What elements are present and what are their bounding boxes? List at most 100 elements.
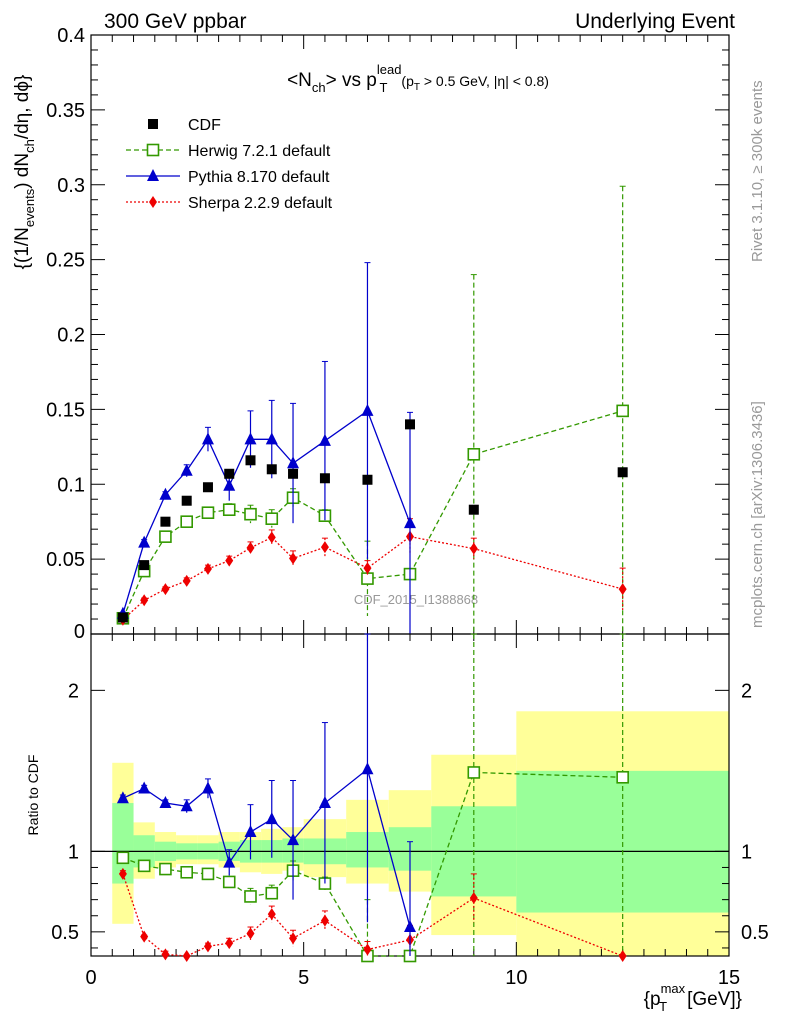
point-sherpa — [246, 541, 255, 554]
legend-marker-cdf — [148, 119, 158, 129]
y-tick-label: 0.3 — [57, 175, 85, 197]
legend-label-sherpa: Sherpa 2.2.9 default — [188, 195, 333, 212]
point-cdf — [468, 504, 479, 515]
point-sherpa — [140, 594, 149, 607]
point-pythia — [201, 432, 214, 445]
y-tick-label-zero: 0 — [74, 621, 85, 643]
point-cdf — [405, 419, 415, 430]
point-herwig — [201, 506, 215, 520]
main-panel: 0.05 0.1 0.15 0.2 0.25 0.3 0.35 0.4 0 CDF_2015_I1… — [46, 25, 730, 643]
point-pythia — [404, 920, 416, 933]
legend-marker-pythia — [147, 169, 159, 181]
point-sherpa — [289, 932, 298, 945]
series-herwig-main — [116, 185, 629, 634]
point-herwig — [222, 875, 236, 889]
y-tick-label: 0.05 — [46, 549, 85, 571]
point-pythia — [180, 799, 193, 812]
point-herwig — [467, 447, 481, 461]
y-tick-label-right: 1 — [741, 841, 752, 863]
point-herwig — [265, 512, 279, 525]
y-tick-label: 0.15 — [46, 399, 85, 421]
y-tick-label: 0.2 — [57, 325, 85, 347]
point-sherpa — [118, 867, 127, 880]
point-pythia — [201, 781, 214, 794]
point-pythia — [138, 781, 151, 794]
x-tick-label: 0 — [85, 967, 96, 989]
point-sherpa — [618, 583, 627, 596]
point-herwig — [222, 503, 236, 517]
point-cdf — [617, 467, 628, 478]
point-cdf — [202, 482, 213, 493]
legend-marker-herwig — [146, 143, 160, 157]
point-herwig — [467, 766, 481, 779]
point-pythia — [287, 456, 300, 469]
point-herwig — [616, 770, 629, 784]
x-tick-label: 15 — [718, 967, 740, 989]
point-sherpa — [225, 554, 234, 567]
point-sherpa — [267, 531, 276, 544]
point-sherpa — [469, 892, 478, 905]
point-herwig — [137, 859, 151, 873]
point-pythia — [159, 796, 172, 809]
point-pythia — [244, 432, 257, 445]
y-axis-title-main: {(1/Nevents) dNch/dη, dϕ} — [12, 75, 37, 270]
series-sherpa-main — [118, 518, 627, 626]
point-pythia — [159, 487, 172, 500]
point-herwig — [244, 890, 257, 903]
y-tick-label: 1 — [68, 841, 79, 863]
point-herwig — [616, 404, 629, 418]
point-cdf — [319, 473, 330, 484]
point-cdf — [181, 495, 192, 506]
x-tick-label: 5 — [298, 967, 309, 989]
point-sherpa — [363, 562, 372, 575]
legend-label-cdf: CDF — [188, 117, 221, 134]
series-line-herwig — [122, 410, 623, 619]
y-axis-title-ratio: Ratio to CDF — [25, 755, 41, 836]
series-pythia-ratio — [116, 633, 416, 956]
point-sherpa — [161, 948, 170, 961]
point-pythia — [116, 791, 129, 804]
point-cdf — [362, 474, 373, 485]
point-sherpa — [618, 950, 627, 962]
watermark: CDF_2015_I1388868 — [354, 592, 478, 607]
point-pythia — [318, 433, 331, 446]
header-left: 300 GeV ppbar — [104, 10, 246, 33]
point-sherpa — [267, 908, 276, 921]
point-sherpa — [161, 583, 170, 596]
point-herwig — [159, 862, 172, 876]
point-sherpa — [182, 574, 191, 587]
side-label-bottom: mcplots.cern.ch [arXiv:1306.3436] — [749, 401, 766, 628]
y-tick-label: 0.25 — [46, 250, 85, 272]
point-sherpa — [320, 914, 329, 927]
series-line-pythia — [122, 409, 411, 614]
point-pythia — [265, 432, 278, 445]
point-cdf — [160, 516, 171, 527]
series-line-sherpa — [122, 535, 623, 621]
uncertainty-bands — [112, 711, 729, 956]
point-cdf — [139, 560, 150, 571]
point-cdf — [224, 468, 235, 479]
point-herwig — [265, 886, 279, 900]
point-sherpa — [469, 542, 478, 555]
point-herwig — [361, 572, 374, 585]
legend-label-herwig: Herwig 7.2.1 default — [188, 143, 331, 160]
series-cdf-main — [117, 419, 628, 623]
point-cdf — [117, 612, 128, 623]
point-cdf — [266, 464, 277, 475]
point-herwig — [116, 851, 130, 865]
point-sherpa — [140, 930, 149, 943]
ratio-panel: 0 5 10 15 0.5 0.5 1 1 2 2 — [51, 633, 769, 989]
point-herwig — [201, 867, 215, 881]
y-tick-label: 2 — [68, 680, 79, 702]
point-sherpa — [320, 541, 329, 554]
series-line-herwig — [122, 771, 623, 957]
legend-marker-sherpa — [149, 196, 157, 208]
point-pythia — [223, 478, 236, 491]
point-cdf — [288, 468, 299, 479]
point-herwig — [180, 515, 193, 528]
point-sherpa — [225, 937, 234, 950]
point-pythia — [138, 535, 151, 548]
main-title: <Nch> vs plead T (pT > 0.5 GeV, |η| < 0.8) — [287, 62, 549, 95]
series-line-pythia — [122, 768, 411, 928]
